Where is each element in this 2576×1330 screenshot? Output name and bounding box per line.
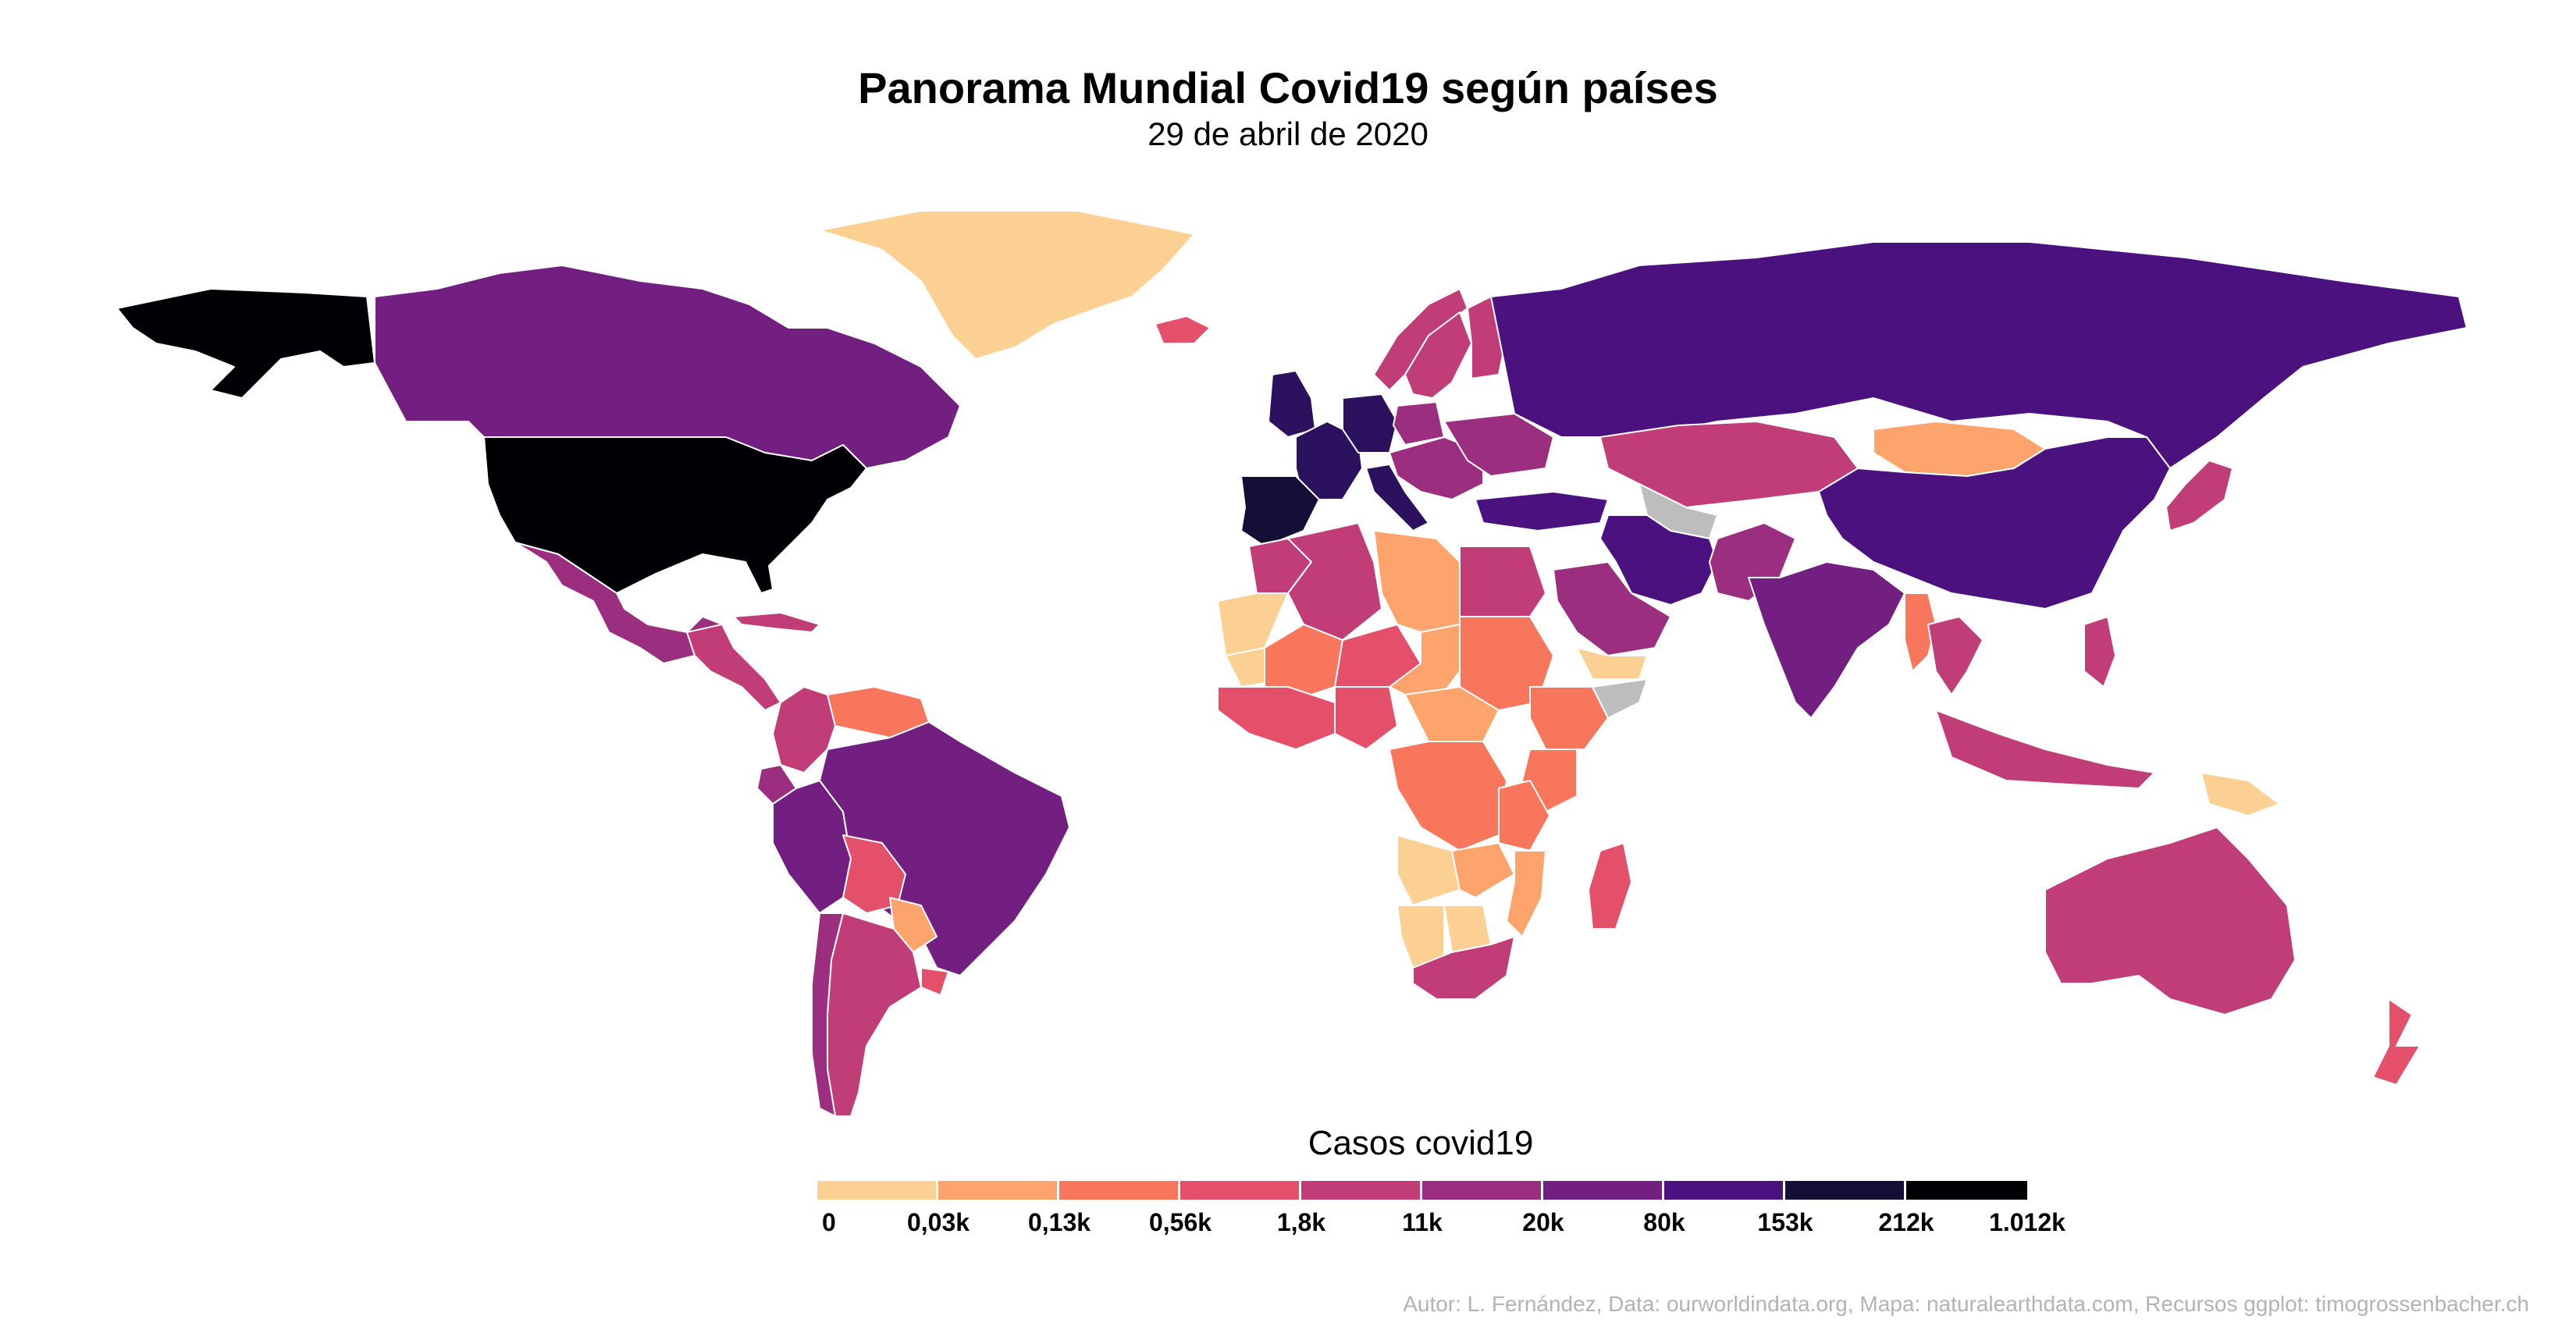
- region-western-sahara: [1217, 592, 1289, 656]
- region-sweden: [1404, 311, 1472, 399]
- legend-label: 1,8k: [1276, 1208, 1326, 1236]
- legend-swatch: [1906, 1181, 2027, 1200]
- region-bolivia: [842, 834, 906, 914]
- legend-label: 11k: [1402, 1208, 1443, 1236]
- legend-swatch: [1059, 1181, 1180, 1200]
- region-iran: [1599, 514, 1718, 606]
- region-japan: [2165, 460, 2233, 532]
- region-turkey: [1475, 491, 1609, 532]
- caption: Autor: L. Fernández, Data: ourworldindat…: [1403, 1292, 2529, 1316]
- legend-swatch: [1301, 1181, 1422, 1200]
- region-alaska: [116, 288, 375, 399]
- legend-title: Casos covid19: [1308, 1124, 1534, 1162]
- legend-swatch: [1785, 1181, 1906, 1200]
- region-australia: [2044, 827, 2296, 1015]
- map-subtitle: 29 de abril de 2020: [1147, 116, 1429, 152]
- legend-swatch: [1180, 1181, 1301, 1200]
- legend-label: 0,13k: [1027, 1208, 1091, 1236]
- region-indonesia: [1935, 709, 2155, 789]
- legend-label: 153k: [1757, 1208, 1813, 1236]
- region-tanzania: [1498, 780, 1550, 852]
- legend-label: 0,56k: [1148, 1208, 1212, 1236]
- region-iceland: [1155, 315, 1211, 344]
- region-yemen: [1576, 647, 1648, 680]
- region-egypt: [1459, 546, 1546, 617]
- region-somalia-nodata: [1592, 678, 1648, 719]
- region-chile: [811, 912, 844, 1117]
- region-india: [1748, 561, 1905, 719]
- region-canada: [374, 265, 961, 469]
- region-philippines: [2083, 616, 2116, 688]
- legend-label: 1.012k: [1989, 1208, 2065, 1236]
- region-uruguay: [920, 967, 949, 996]
- legend-swatch: [817, 1181, 938, 1200]
- region-poland: [1393, 401, 1445, 446]
- region-algeria: [1287, 522, 1382, 641]
- region-nigeria: [1334, 686, 1398, 750]
- region-mozambique: [1506, 850, 1546, 937]
- region-west-africa: [1217, 686, 1336, 750]
- legend-label: 212k: [1878, 1208, 1934, 1236]
- region-central-african-republic: [1404, 686, 1500, 742]
- legend-label: 80k: [1643, 1208, 1685, 1236]
- region-central-europe: [1389, 436, 1484, 500]
- legend-color-bar: [817, 1181, 2027, 1200]
- region-myanmar: [1904, 592, 1937, 672]
- map-title: Panorama Mundial Covid19 según países: [858, 63, 1718, 112]
- region-thailand: [1927, 616, 1984, 695]
- region-paraguay: [889, 897, 938, 953]
- region-papua-new-guinea: [2201, 772, 2280, 816]
- region-dr-congo: [1389, 741, 1507, 852]
- region-france: [1295, 421, 1363, 500]
- legend-swatch: [1543, 1181, 1664, 1200]
- region-libya: [1373, 530, 1461, 633]
- legend-swatch: [938, 1181, 1059, 1200]
- region-central-america: [686, 624, 781, 711]
- region-usa: [483, 436, 867, 594]
- region-south-africa: [1412, 936, 1515, 1000]
- region-china: [1818, 436, 2171, 610]
- region-greenland: [819, 210, 1195, 360]
- legend-label: 0,03k: [906, 1208, 970, 1236]
- region-new-zealand: [2372, 998, 2421, 1086]
- legend-swatch: [1664, 1181, 1785, 1200]
- region-argentina: [827, 912, 922, 1117]
- region-zambia: [1451, 842, 1515, 898]
- region-madagascar: [1588, 842, 1632, 930]
- region-angola: [1397, 834, 1461, 906]
- region-italy: [1365, 464, 1429, 532]
- legend-label: 0: [822, 1208, 836, 1236]
- legend-label: 20k: [1522, 1208, 1564, 1236]
- region-uk: [1268, 370, 1316, 438]
- legend-swatch: [1422, 1181, 1543, 1200]
- region-saudi-arabia: [1553, 561, 1671, 656]
- region-caribbean: [733, 612, 820, 633]
